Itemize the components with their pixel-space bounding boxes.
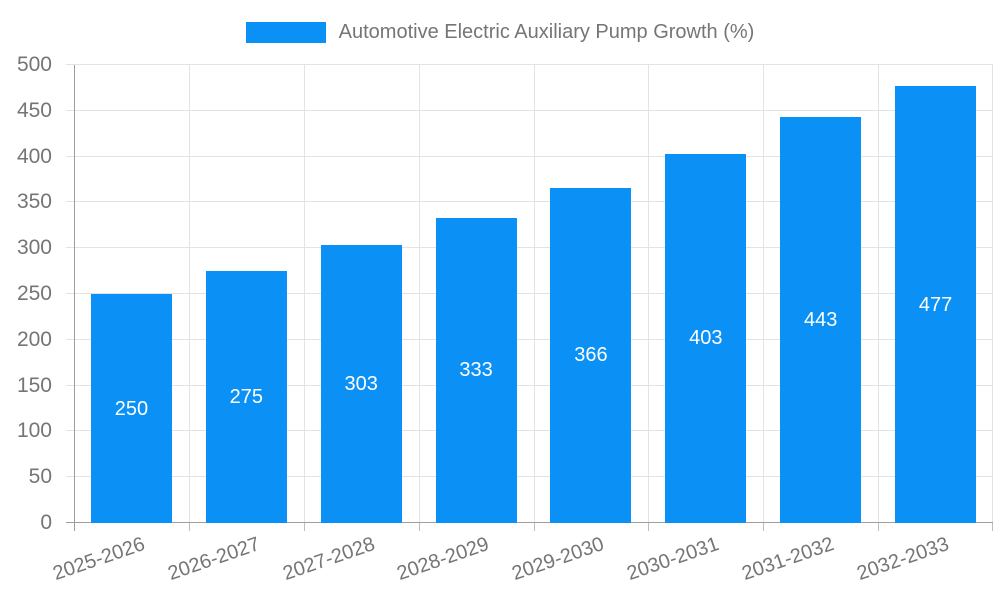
h-gridline — [74, 338, 993, 340]
y-tick — [66, 293, 74, 294]
bar-value-label: 303 — [344, 373, 378, 396]
h-gridline — [74, 155, 993, 157]
y-tick — [66, 64, 74, 65]
y-tick — [66, 338, 74, 340]
x-tick-label: 2028-2029 — [394, 533, 493, 585]
v-gridline — [189, 65, 190, 523]
v-gridline — [763, 65, 764, 523]
y-tick — [66, 201, 74, 203]
h-gridline — [74, 384, 993, 386]
bar — [780, 117, 862, 523]
y-tick-label: 50 — [28, 465, 52, 489]
h-gridline — [74, 293, 993, 294]
y-tick-label: 200 — [16, 327, 52, 351]
y-tick — [66, 430, 74, 432]
y-tick-label: 100 — [16, 419, 52, 443]
bar — [90, 294, 172, 523]
h-gridline — [74, 247, 993, 249]
y-tick-label: 500 — [16, 53, 52, 76]
v-gridline — [304, 65, 305, 523]
x-tick — [763, 523, 764, 531]
legend-swatch — [245, 21, 326, 43]
v-gridline — [534, 65, 535, 523]
x-tick-label: 2026-2027 — [164, 533, 263, 585]
x-tick-label: 2032-2033 — [854, 533, 952, 585]
h-gridline — [74, 476, 993, 478]
bar — [205, 271, 287, 523]
y-tick-label: 400 — [16, 144, 52, 168]
y-tick — [66, 109, 74, 111]
x-tick — [419, 523, 420, 531]
x-tick-label: 2031-2032 — [739, 533, 837, 585]
y-tick — [66, 247, 74, 249]
y-tick — [66, 155, 74, 157]
bar-value-label: 403 — [689, 327, 723, 350]
y-tick-label: 300 — [16, 236, 52, 260]
y-tick — [66, 384, 74, 386]
bar — [895, 86, 977, 523]
v-gridline — [878, 65, 879, 523]
bar-value-label: 275 — [229, 386, 263, 409]
x-tick — [304, 523, 305, 531]
legend[interactable]: Automotive Electric Auxiliary Pump Growt… — [0, 18, 1000, 46]
h-gridline — [74, 201, 993, 203]
y-tick-label: 0 — [40, 511, 52, 534]
y-tick — [66, 476, 74, 478]
x-tick-label: 2025-2026 — [49, 533, 148, 585]
x-tick — [992, 523, 993, 531]
h-gridline — [74, 430, 993, 432]
x-axis-line — [66, 522, 993, 523]
bar — [665, 153, 747, 523]
v-gridline — [648, 65, 649, 523]
x-tick-label: 2029-2030 — [509, 533, 608, 585]
y-tick-label: 250 — [16, 282, 52, 305]
bar — [435, 217, 517, 523]
y-tick-label: 150 — [16, 373, 52, 397]
y-tick-label: 350 — [16, 190, 52, 214]
y-axis-line — [74, 65, 75, 531]
bar-value-label: 477 — [918, 293, 953, 316]
x-tick — [534, 523, 535, 531]
bar — [550, 187, 632, 523]
bar-value-label: 333 — [459, 359, 493, 382]
h-gridline — [74, 64, 993, 65]
x-tick — [878, 523, 879, 531]
bar-value-label: 366 — [574, 344, 608, 367]
plot-area: 0 50 100 150 200 250 300 350 400 450 500 250 2025-20… — [17, 53, 993, 585]
legend-label: Automotive Electric Auxiliary Pump Growt… — [338, 20, 755, 43]
v-gridline — [992, 65, 993, 523]
bar-value-label: 250 — [114, 397, 149, 420]
y-tick-label: 450 — [16, 98, 52, 122]
x-tick-label: 2030-2031 — [624, 533, 722, 585]
h-gridline — [74, 109, 993, 111]
bar-value-label: 443 — [803, 309, 838, 332]
x-tick — [189, 523, 190, 531]
v-gridline — [419, 65, 420, 523]
bar — [320, 245, 402, 523]
x-tick-label: 2027-2028 — [279, 533, 378, 585]
x-tick — [648, 523, 649, 531]
